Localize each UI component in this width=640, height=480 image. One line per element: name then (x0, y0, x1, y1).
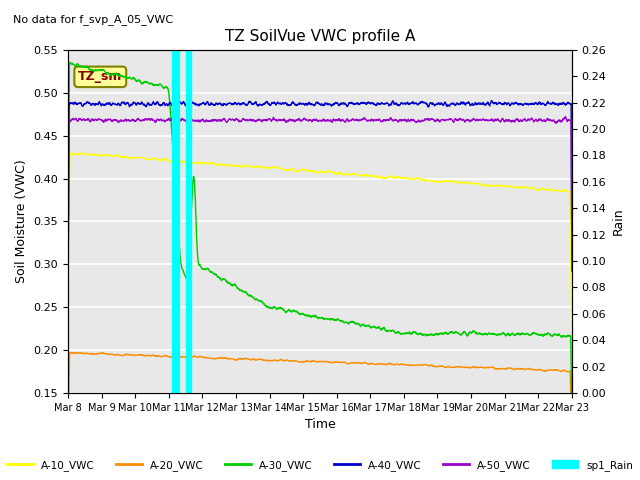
Text: TZ_sm: TZ_sm (78, 71, 122, 84)
Y-axis label: Soil Moisture (VWC): Soil Moisture (VWC) (15, 159, 28, 283)
Legend: A-10_VWC, A-20_VWC, A-30_VWC, A-40_VWC, A-50_VWC, sp1_Rain: A-10_VWC, A-20_VWC, A-30_VWC, A-40_VWC, … (3, 456, 637, 475)
Bar (172, 50, 179, 393)
Title: TZ SoilVue VWC profile A: TZ SoilVue VWC profile A (225, 29, 415, 44)
X-axis label: Time: Time (305, 419, 335, 432)
Y-axis label: Rain: Rain (612, 208, 625, 235)
Text: No data for f_svp_A_05_VWC: No data for f_svp_A_05_VWC (13, 14, 173, 25)
Bar (186, 50, 191, 393)
